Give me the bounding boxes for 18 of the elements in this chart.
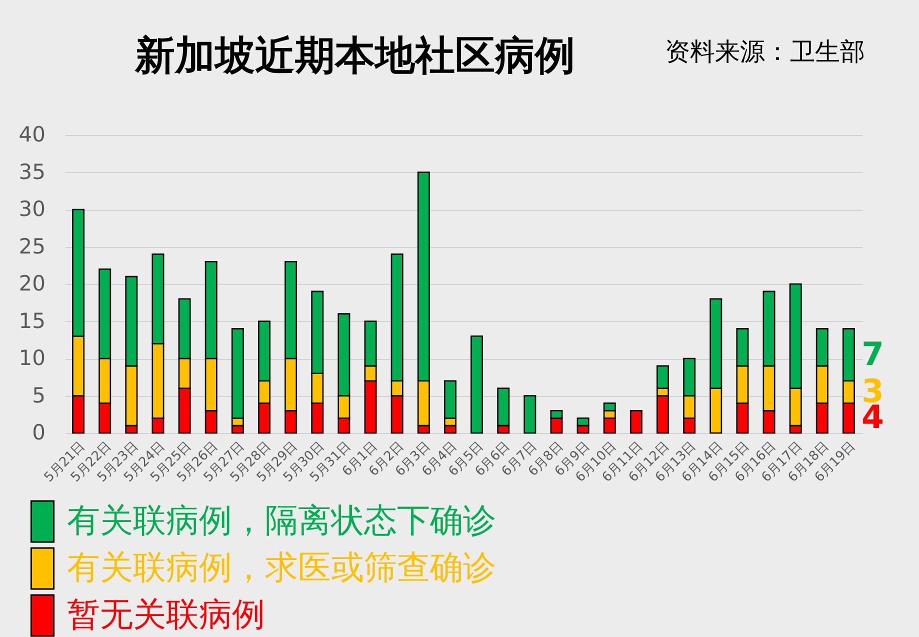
y-tick-label: 15 bbox=[18, 308, 46, 333]
chart-title: 新加坡近期本地社区病例 bbox=[134, 33, 575, 79]
text: 资料来源：卫生部 bbox=[665, 37, 865, 66]
bar bbox=[630, 410, 642, 434]
y-tick-label: 30 bbox=[18, 197, 46, 221]
y-tick-label: 10 bbox=[18, 346, 46, 370]
legend-label: 暂无关联病例 bbox=[67, 594, 265, 634]
data-label: 7 bbox=[862, 334, 884, 373]
legend-label: 有关联病例，隔离状态下确诊 bbox=[67, 500, 496, 540]
legend-label: 有关联病例，求医或筛查确诊 bbox=[67, 548, 496, 586]
y-tick-label: 40 bbox=[18, 122, 46, 146]
bar bbox=[470, 336, 484, 434]
y-tick-label: 25 bbox=[18, 234, 46, 258]
y-tick-label: 5 bbox=[32, 383, 46, 408]
y-tick-label: 0 bbox=[32, 420, 46, 444]
y-tick-label: 20 bbox=[18, 272, 46, 296]
bar bbox=[524, 395, 536, 434]
y-tick-label: 35 bbox=[18, 160, 46, 184]
